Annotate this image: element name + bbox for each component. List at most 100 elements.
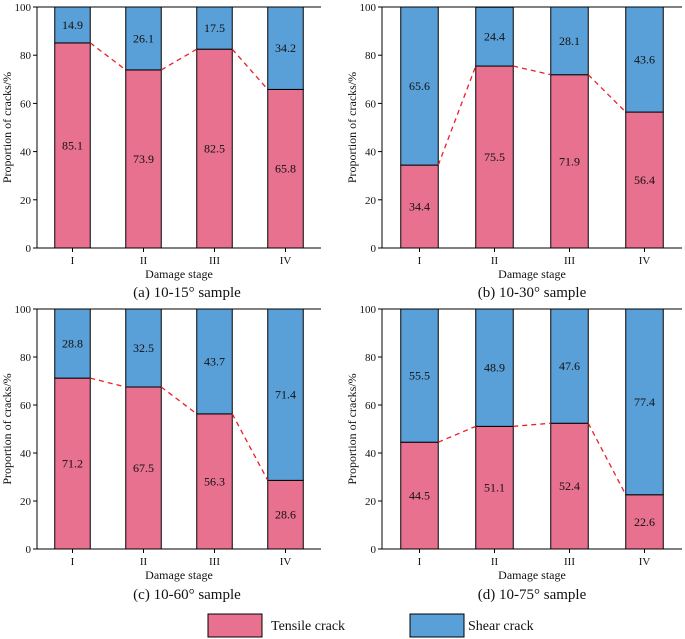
bar-shear (125, 308, 162, 388)
y-tick-label: 80 (20, 352, 32, 364)
legend-swatch-shear (409, 613, 465, 638)
bar-tensile (196, 413, 233, 550)
data-label-shear: 32.5 (133, 341, 154, 355)
data-label-tensile: 71.2 (62, 457, 83, 471)
x-tick-label: III (209, 556, 220, 568)
x-tick-label: II (140, 556, 148, 568)
x-tick-label: III (564, 556, 575, 568)
bar-shear (54, 6, 91, 44)
data-label-tensile: 44.5 (409, 489, 430, 503)
y-tick-label: 0 (371, 544, 377, 556)
y-tick-label: 60 (365, 98, 377, 110)
bar-shear (625, 6, 664, 113)
data-label-tensile: 85.1 (62, 138, 83, 152)
bar-shear (400, 308, 439, 443)
y-axis-title: Proportion of cracks/% (345, 373, 359, 484)
bar-shear (267, 308, 304, 481)
bar-shear (475, 6, 514, 67)
data-label-shear: 55.5 (409, 369, 430, 383)
data-label-shear: 43.7 (204, 354, 225, 368)
x-axis-title: Damage stage (145, 267, 213, 281)
y-tick-label: 0 (26, 243, 32, 255)
data-label-tensile: 71.9 (559, 154, 580, 168)
bar-tensile (625, 111, 664, 249)
bar-shear (400, 6, 439, 166)
y-tick-label: 20 (20, 496, 32, 508)
y-tick-label: 80 (365, 50, 377, 62)
chart-panel-4: 44.5 55.5 51.1 48.9 52.4 47.6 22.6 77.4 0 20 40 60 8… (345, 304, 682, 603)
data-label-shear: 14.9 (62, 18, 83, 32)
y-tick-label: 60 (20, 98, 32, 110)
data-label-tensile: 28.6 (275, 508, 296, 522)
x-tick-label: IV (639, 556, 651, 568)
y-tick-label: 20 (365, 496, 377, 508)
data-label-shear: 26.1 (133, 31, 154, 45)
x-tick-label: II (491, 255, 499, 267)
tensile-connector-line (160, 386, 198, 415)
data-label-shear: 28.1 (559, 34, 580, 48)
x-tick-label: I (418, 556, 422, 568)
tensile-connector-line (437, 65, 477, 166)
data-label-tensile: 65.8 (275, 162, 296, 176)
y-axis-title: Proportion of cracks/% (345, 72, 359, 183)
bar-tensile (475, 425, 514, 550)
y-tick-label: 60 (365, 400, 377, 412)
data-label-tensile: 34.4 (409, 200, 430, 214)
data-label-tensile: 22.6 (634, 515, 655, 529)
y-tick-label: 0 (26, 544, 32, 556)
data-label-shear: 24.4 (484, 30, 505, 44)
legend: Tensile crack Shear crack (207, 613, 534, 638)
bar-shear (550, 6, 589, 76)
tensile-connector-line (231, 48, 269, 90)
tensile-connector-line (437, 425, 477, 443)
bar-tensile (400, 164, 439, 249)
panel-caption: (c) 10-60° sample (133, 587, 241, 603)
data-label-shear: 28.8 (62, 337, 83, 351)
legend-label-tensile: Tensile crack (271, 619, 345, 634)
y-tick-label: 100 (15, 2, 32, 14)
tensile-connector-line (231, 413, 269, 481)
bar-shear (267, 6, 304, 90)
bar-tensile (550, 74, 589, 249)
data-label-shear: 71.4 (275, 388, 296, 402)
y-axis-title: Proportion of cracks/% (0, 72, 14, 183)
data-label-tensile: 73.9 (133, 152, 154, 166)
bar-tensile (54, 42, 91, 249)
x-tick-label: III (564, 255, 575, 267)
y-tick-label: 80 (365, 352, 377, 364)
data-label-tensile: 51.1 (484, 481, 505, 495)
data-label-tensile: 56.4 (634, 173, 655, 187)
y-tick-label: 20 (20, 195, 32, 207)
bar-tensile (125, 386, 162, 550)
tensile-connector-line (513, 65, 551, 76)
y-tick-label: 0 (371, 243, 377, 255)
data-label-tensile: 56.3 (204, 474, 225, 488)
data-label-tensile: 67.5 (133, 461, 154, 475)
data-label-tensile: 52.4 (559, 479, 580, 493)
y-tick-label: 100 (15, 304, 32, 316)
data-label-shear: 65.6 (409, 79, 430, 93)
tensile-connector-line (160, 48, 198, 71)
bar-shear (125, 6, 162, 71)
bar-tensile (267, 479, 304, 550)
tensile-connector-line (587, 422, 627, 496)
x-tick-label: III (209, 255, 220, 267)
x-tick-label: IV (280, 255, 292, 267)
legend-label-shear: Shear crack (468, 619, 534, 634)
charts-group: 85.1 14.9 73.9 26.1 82.5 17.5 65.8 34.2 0 20 40 60 8… (0, 2, 682, 603)
y-tick-label: 40 (365, 147, 377, 159)
data-label-shear: 47.6 (559, 359, 580, 373)
x-tick-label: I (71, 556, 75, 568)
y-tick-label: 40 (20, 448, 32, 460)
data-label-shear: 48.9 (484, 361, 505, 375)
chart-panel-2: 34.4 65.6 75.5 24.4 71.9 28.1 56.4 43.6 0 20 40 60 8… (345, 2, 682, 301)
x-tick-label: I (71, 255, 75, 267)
tensile-connector-line (89, 42, 127, 71)
data-label-shear: 34.2 (275, 41, 296, 55)
tensile-connector-line (587, 74, 627, 113)
data-label-shear: 17.5 (204, 21, 225, 35)
data-label-shear: 77.4 (634, 395, 655, 409)
panel-caption: (a) 10-15° sample (133, 285, 241, 301)
bar-shear (54, 308, 91, 379)
